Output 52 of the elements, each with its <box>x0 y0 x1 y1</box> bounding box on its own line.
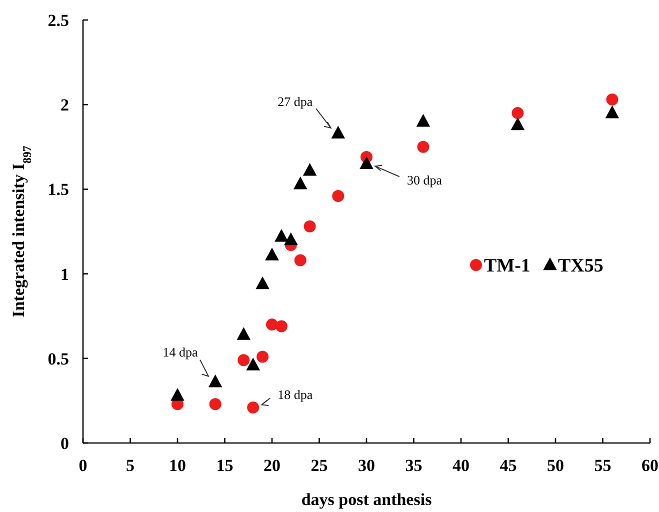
y-tick-label: 0.5 <box>48 349 69 368</box>
y-tick-label: 0 <box>60 434 69 453</box>
x-tick-label: 5 <box>126 456 134 475</box>
x-tick-label: 10 <box>169 456 186 475</box>
legend-label: TM-1 <box>484 256 530 277</box>
point <box>302 163 317 176</box>
point <box>332 190 344 202</box>
point <box>247 401 260 414</box>
point <box>512 107 524 120</box>
x-tick-label: 45 <box>500 456 517 475</box>
point <box>209 398 222 410</box>
point <box>256 350 269 363</box>
point <box>236 327 251 340</box>
annotation: 30 dpa <box>406 172 442 188</box>
point <box>246 358 260 370</box>
point <box>274 228 288 242</box>
x-axis-title: days post anthesis <box>301 490 432 509</box>
x-tick-label: 60 <box>642 456 658 475</box>
annotation: 27 dpa <box>278 94 313 109</box>
y-tick-label: 2 <box>60 96 69 115</box>
y-tick-label: 1.5 <box>48 180 69 200</box>
point <box>510 117 525 130</box>
point <box>605 105 620 118</box>
annotation: 18 dpa <box>278 387 313 402</box>
point <box>606 94 618 106</box>
point <box>331 126 346 139</box>
x-tick-label: 50 <box>547 456 564 475</box>
point <box>417 140 430 153</box>
x-tick-label: 35 <box>405 456 422 475</box>
point <box>293 176 308 190</box>
x-tick-label: 0 <box>78 456 88 475</box>
point <box>256 276 270 290</box>
x-tick-label: 20 <box>264 456 280 475</box>
point <box>265 248 279 260</box>
point <box>238 354 250 366</box>
point <box>360 156 374 169</box>
point <box>294 254 306 266</box>
x-tick-label: 55 <box>594 456 612 475</box>
legend-label: TX55 <box>558 256 604 277</box>
x-tick-label: 15 <box>216 456 234 475</box>
x-tick-label: 40 <box>452 456 470 475</box>
x-tick-label: 25 <box>310 456 328 475</box>
point <box>170 388 184 401</box>
point <box>275 320 288 332</box>
point <box>416 114 430 127</box>
y-tick-label: 1 <box>60 264 69 284</box>
y-tick-label: 2.5 <box>48 10 69 30</box>
annotation: 14 dpa <box>162 344 198 360</box>
point <box>284 232 298 246</box>
point <box>304 220 316 232</box>
point <box>208 374 222 388</box>
x-tick-label: 30 <box>358 456 375 475</box>
